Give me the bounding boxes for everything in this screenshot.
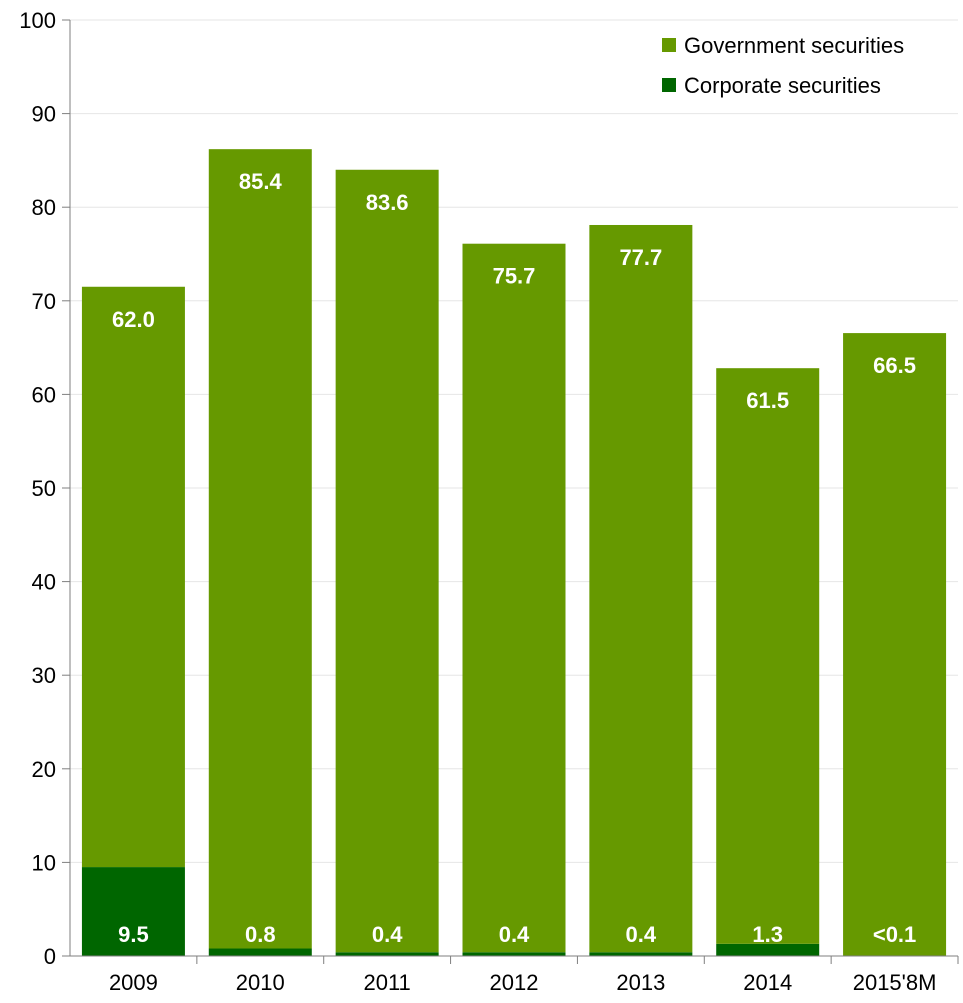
bar-government-2009 (81, 286, 185, 868)
bar-government-2013 (589, 224, 693, 953)
data-label-government: 66.5 (873, 353, 916, 378)
data-label-government: 77.7 (619, 245, 662, 270)
x-tick-label: 2012 (490, 970, 539, 995)
x-tick-label: 2014 (743, 970, 792, 995)
data-label-government: 85.4 (239, 169, 283, 194)
bar-government-2012 (462, 243, 566, 953)
bar-government-2010 (208, 149, 312, 949)
legend-swatch (662, 78, 676, 92)
data-label-corporate: 9.5 (118, 922, 149, 947)
y-tick-label: 0 (44, 944, 56, 969)
x-tick-label: 2013 (616, 970, 665, 995)
data-label-corporate: 0.4 (372, 922, 403, 947)
bar-corporate-2011 (335, 952, 439, 956)
y-tick-label: 70 (32, 289, 56, 314)
y-tick-label: 30 (32, 663, 56, 688)
bar-corporate-2014 (716, 943, 820, 956)
data-label-corporate: 0.4 (499, 922, 530, 947)
y-tick-label: 40 (32, 570, 56, 595)
bar-corporate-2009 (81, 867, 185, 956)
x-tick-label: 2009 (109, 970, 158, 995)
y-tick-label: 90 (32, 102, 56, 127)
y-tick-label: 10 (32, 850, 56, 875)
data-labels: 62.0 9.5 85.4 0.8 83.6 0.4 75.7 0.4 77.7 0.4 61.5 1… (112, 169, 916, 947)
y-tick-label: 20 (32, 757, 56, 782)
y-tick-label: 100 (19, 8, 56, 33)
data-label-corporate: 0.8 (245, 922, 276, 947)
legend-label: Government securities (684, 33, 904, 58)
bars (81, 149, 947, 956)
x-tick-label: 2011 (363, 970, 410, 995)
y-tick-label: 50 (32, 476, 56, 501)
bar-corporate-2010 (208, 948, 312, 956)
data-label-government: 62.0 (112, 307, 155, 332)
axes: 0 10 20 30 40 50 60 70 80 90 100 2009 2010 2011 2012 20… (19, 8, 959, 995)
bar-government-2015'8M (843, 333, 947, 956)
bar-corporate-2013 (589, 952, 693, 956)
legend-label: Corporate securities (684, 73, 881, 98)
x-tick-label: 2010 (236, 970, 285, 995)
y-tick-label: 80 (32, 195, 56, 220)
data-label-corporate: 1.3 (752, 922, 783, 947)
legend-swatch (662, 38, 676, 52)
data-label-corporate: 0.4 (626, 922, 657, 947)
x-tick-label: 2015'8M (853, 970, 937, 995)
data-label-corporate: <0.1 (873, 922, 916, 947)
bar-government-2014 (716, 368, 820, 944)
y-tick-label: 60 (32, 382, 56, 407)
bar-government-2011 (335, 169, 439, 953)
data-label-government: 61.5 (746, 388, 789, 413)
bar-corporate-2012 (462, 952, 566, 956)
legend: Government securities Corporate securitie… (662, 33, 904, 98)
data-label-government: 83.6 (366, 190, 409, 215)
data-label-government: 75.7 (493, 264, 536, 289)
